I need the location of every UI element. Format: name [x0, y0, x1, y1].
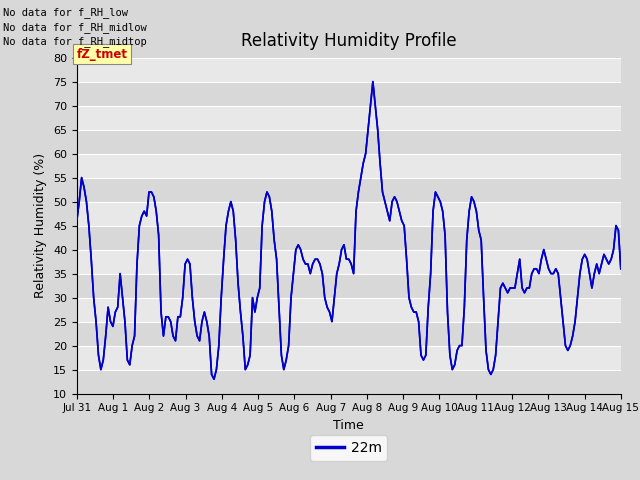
Bar — [77, 226, 621, 250]
Bar — [77, 106, 621, 130]
Legend: 22m: 22m — [310, 435, 387, 461]
Bar — [77, 322, 621, 346]
Text: fZ_tmet: fZ_tmet — [77, 48, 128, 60]
Text: No data for f_RH_low: No data for f_RH_low — [3, 7, 128, 18]
X-axis label: Time: Time — [333, 419, 364, 432]
Text: No data for f_RH_midlow: No data for f_RH_midlow — [3, 22, 147, 33]
Bar — [77, 58, 621, 82]
Bar — [77, 274, 621, 298]
Bar — [77, 202, 621, 226]
Bar — [77, 298, 621, 322]
Bar — [77, 130, 621, 154]
Text: No data for f_RH_midtop: No data for f_RH_midtop — [3, 36, 147, 47]
Bar — [77, 82, 621, 106]
Bar — [77, 154, 621, 178]
Bar — [77, 250, 621, 274]
Bar — [77, 370, 621, 394]
Title: Relativity Humidity Profile: Relativity Humidity Profile — [241, 33, 456, 50]
Bar — [77, 178, 621, 202]
Bar — [77, 346, 621, 370]
Y-axis label: Relativity Humidity (%): Relativity Humidity (%) — [35, 153, 47, 298]
